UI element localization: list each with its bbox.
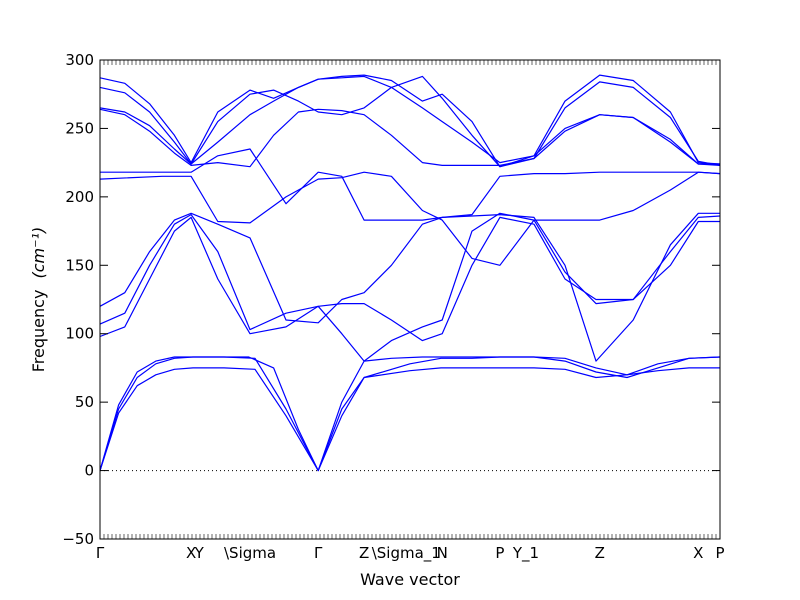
x-tick-label: Γ <box>314 544 323 562</box>
x-axis-label: Wave vector <box>360 570 460 589</box>
y-tick-label: 0 <box>84 462 94 480</box>
x-tick-label: Y <box>194 544 205 562</box>
x-tick-label: \Sigma_1 <box>372 544 441 563</box>
y-tick-label: 50 <box>75 393 94 411</box>
plot-frame <box>99 59 721 540</box>
x-tick-label: P <box>715 544 724 562</box>
y-tick-label: 300 <box>65 51 94 69</box>
band-line-3 <box>99 356 721 472</box>
band-line-11 <box>99 75 721 168</box>
x-tick-label: P <box>495 544 504 562</box>
x-tick-label: Γ <box>96 544 105 562</box>
x-tick-label: Z <box>595 544 605 562</box>
y-tick-label: 150 <box>65 256 94 274</box>
x-tick-label: Y_1 <box>512 544 539 563</box>
y-axis-label-unit: (cm⁻¹) <box>29 227 48 279</box>
y-tick-label: 250 <box>65 119 94 137</box>
y-axis-ticks: −50 0 50 100 150 200 250 300 <box>62 51 720 548</box>
band-line-10 <box>99 75 720 165</box>
y-axis-label-text: Frequency <box>29 290 48 373</box>
y-axis-label: Frequency (cm⁻¹) <box>29 227 48 372</box>
band-lines <box>99 74 721 472</box>
y-tick-label: 100 <box>65 325 94 343</box>
x-tick-label: N <box>437 544 448 562</box>
band-line-8 <box>100 148 721 221</box>
y-tick-label: −50 <box>62 530 94 548</box>
x-tick-label: Z <box>359 544 369 562</box>
band-line-4 <box>99 216 720 342</box>
x-tick-label: X <box>693 544 703 562</box>
band-line-1 <box>99 356 720 472</box>
band-line-6 <box>99 212 720 362</box>
band-line-12 <box>99 74 721 168</box>
x-tick-label: \Sigma <box>224 544 276 562</box>
band-line-5 <box>99 212 721 362</box>
band-line-2 <box>99 356 721 472</box>
band-line-7 <box>99 171 721 266</box>
x-axis-ticks: Γ XY \Sigma Γ Z \Sigma_1N P Y_1 Z X P <box>96 60 725 563</box>
x-tick-label: X <box>186 544 196 562</box>
y-tick-label: 200 <box>65 188 94 206</box>
